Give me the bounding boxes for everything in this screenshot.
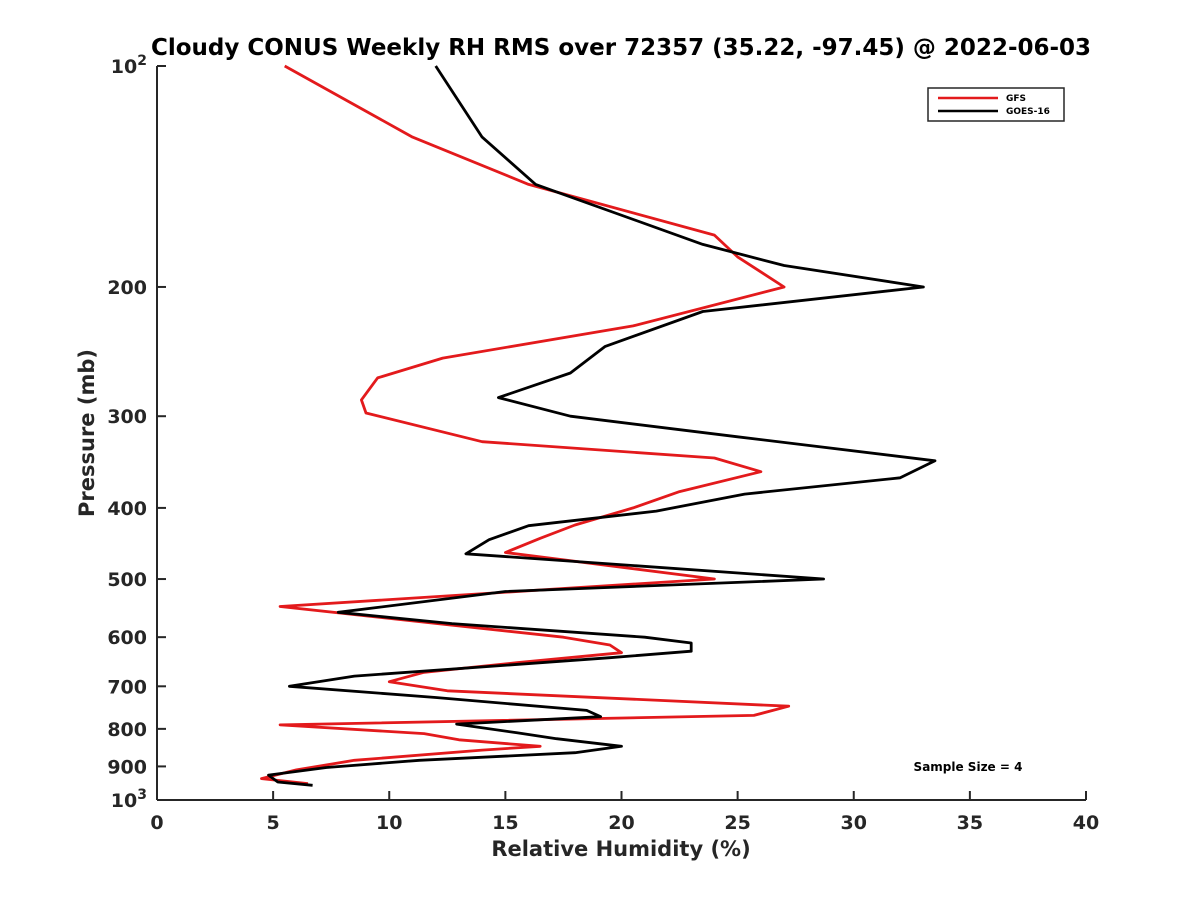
x-tick-label: 35 (957, 812, 983, 834)
axes-layer: 0 5 10 15 20 25 30 35 40 102 200 300 400 500 600 700 800… (107, 53, 1099, 834)
series-line-1 (267, 65, 937, 787)
y-tick-label: 300 (107, 406, 147, 428)
x-tick-label: 0 (150, 812, 163, 834)
x-axis-label: Relative Humidity (%) (491, 837, 750, 861)
x-tick-label: 15 (492, 812, 518, 834)
x-tick-label: 25 (724, 812, 750, 834)
y-tick-label: 900 (107, 756, 147, 778)
x-tick-label: 10 (376, 812, 402, 834)
legend-box (927, 87, 1065, 122)
sample-size-annotation: Sample Size = 4 (914, 760, 1023, 774)
y-tick-label: 700 (107, 676, 147, 698)
legend-label-1: GOES-16 (1006, 107, 1050, 117)
legend: GFS GOES-16 (927, 87, 1065, 122)
y-tick-label: 600 (107, 627, 147, 649)
x-tick-label: 20 (608, 812, 634, 834)
x-tick-label: 30 (841, 812, 867, 834)
series-layer (260, 64, 937, 787)
chart-title: Cloudy CONUS Weekly RH RMS over 72357 (3… (151, 35, 1091, 61)
x-tick-label: 5 (267, 812, 280, 834)
y-axis-label: Pressure (mb) (75, 349, 99, 517)
y-tick-label: 500 (107, 569, 147, 591)
x-tick-label: 40 (1073, 812, 1099, 834)
y-tick-label: 800 (107, 719, 147, 741)
y-tick-label: 103 (111, 787, 147, 812)
y-tick-label: 102 (111, 53, 147, 78)
y-tick-label: 400 (107, 498, 147, 520)
legend-label-0: GFS (1006, 94, 1026, 104)
y-tick-label: 200 (107, 277, 147, 299)
series-line-0 (260, 64, 791, 785)
